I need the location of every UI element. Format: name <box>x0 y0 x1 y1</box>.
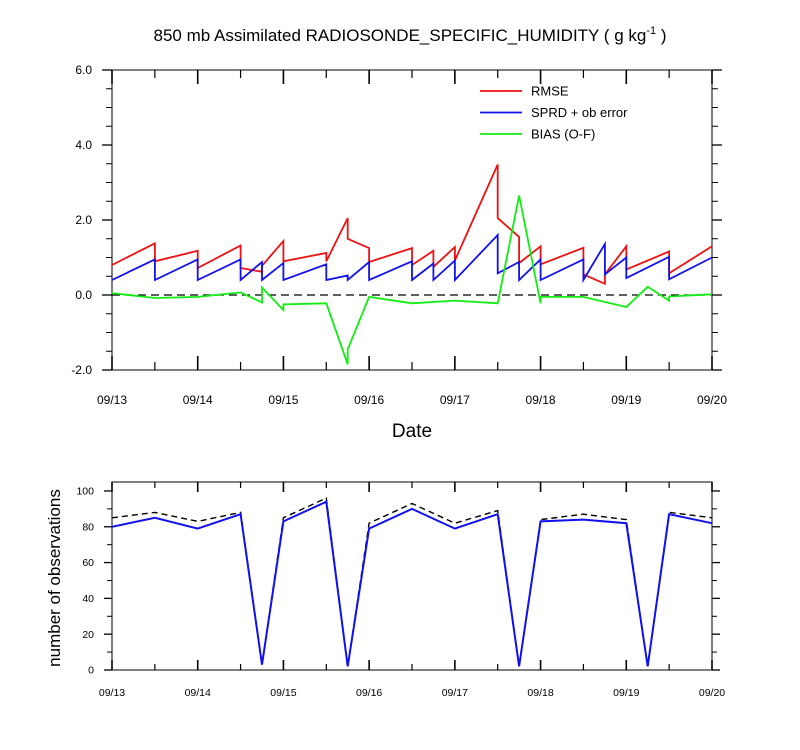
top-ticks <box>102 69 722 371</box>
y-tick-label: 20 <box>82 629 94 641</box>
x-tick-label: 09/19 <box>611 393 641 407</box>
x-tick-label: 09/15 <box>270 687 296 699</box>
x-tick-label: 09/17 <box>442 687 468 699</box>
series-line-observations-assimilated <box>111 500 713 667</box>
top-x-axis-label: Date <box>392 421 432 442</box>
top-series <box>111 164 713 365</box>
series-line-observations-possible <box>111 497 713 667</box>
y-tick-label: 100 <box>76 486 94 498</box>
x-tick-label: 09/20 <box>699 687 725 699</box>
series-line-bias-o-f <box>111 195 713 365</box>
bottom-y-tick-labels: 0 20 40 60 80 100 <box>76 486 94 677</box>
series-line-sprd-ob-error <box>111 232 713 284</box>
y-tick-label: 60 <box>82 557 94 569</box>
y-tick-label: -2.0 <box>71 363 92 377</box>
bottom-plot-frame <box>111 481 713 671</box>
y-tick-label: 6.0 <box>75 63 92 77</box>
x-tick-label: 09/14 <box>185 687 211 699</box>
legend: RMSE SPRD + ob error BIAS (O-F) <box>480 84 628 142</box>
bottom-ticks <box>104 482 720 671</box>
x-tick-label: 09/16 <box>354 393 384 407</box>
y-tick-label: 80 <box>82 521 94 533</box>
top-y-tick-labels: -2.0 0.0 2.0 4.0 6.0 <box>71 63 92 377</box>
x-tick-label: 09/18 <box>526 393 556 407</box>
top-x-tick-labels: 09/13 09/14 09/15 09/16 09/17 09/18 09/19 09/20 <box>97 393 727 407</box>
legend-label-bias-o-f: BIAS (O-F) <box>531 127 595 142</box>
x-tick-label: 09/20 <box>697 393 727 407</box>
x-tick-label: 09/15 <box>268 393 298 407</box>
y-tick-label: 2.0 <box>75 213 92 227</box>
y-tick-label: 40 <box>82 593 94 605</box>
x-tick-label: 09/14 <box>183 393 213 407</box>
y-tick-label: 0 <box>88 665 94 677</box>
bottom-chart: 09/13 09/14 09/15 09/16 09/17 09/18 09/19 09/20… <box>45 481 725 699</box>
x-tick-label: 09/13 <box>97 393 127 407</box>
bottom-series <box>111 497 713 667</box>
legend-label-rmse: RMSE <box>531 84 569 99</box>
y-tick-label: 4.0 <box>75 138 92 152</box>
x-tick-label: 09/18 <box>527 687 553 699</box>
series-line-rmse <box>111 164 713 286</box>
y-tick-label: 0.0 <box>75 288 92 302</box>
top-chart-title: 850 mb Assimilated RADIOSONDE_SPECIFIC_H… <box>154 25 667 45</box>
legend-label-sprd-ob-error: SPRD + ob error <box>531 105 628 120</box>
x-tick-label: 09/19 <box>613 687 639 699</box>
bottom-x-tick-labels: 09/13 09/14 09/15 09/16 09/17 09/18 09/19 09/20 <box>99 687 725 699</box>
x-tick-label: 09/13 <box>99 687 125 699</box>
x-tick-label: 09/17 <box>440 393 470 407</box>
x-tick-label: 09/16 <box>356 687 382 699</box>
bottom-y-axis-label: number of observations <box>45 489 64 667</box>
top-chart: 850 mb Assimilated RADIOSONDE_SPECIFIC_H… <box>71 25 727 442</box>
